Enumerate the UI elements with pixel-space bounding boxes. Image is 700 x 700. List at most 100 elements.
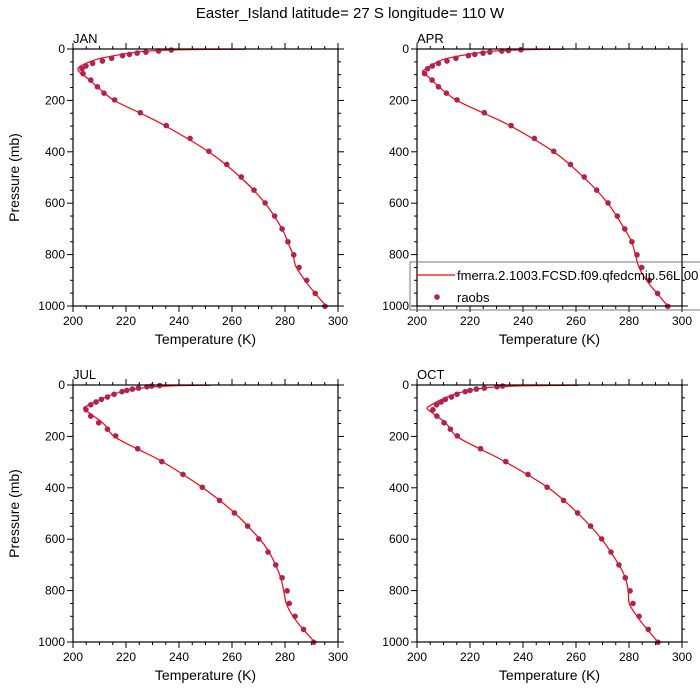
y-tick-label: 0 <box>58 42 65 56</box>
plot-frame <box>416 384 683 643</box>
obs-point <box>544 484 550 491</box>
obs-point <box>126 51 133 58</box>
obs-point <box>434 413 440 419</box>
obs-point <box>168 47 175 53</box>
obs-point <box>180 471 186 478</box>
y-tick-label: 0 <box>58 378 65 392</box>
obs-point <box>83 406 89 413</box>
obs-point <box>567 161 574 168</box>
x-axis-title: Temperature (K) <box>499 667 600 683</box>
obs-point <box>502 458 509 465</box>
y-axis-title: Pressure (mb) <box>6 469 22 558</box>
obs-point <box>123 387 130 394</box>
obs-point <box>271 213 278 219</box>
x-tick-label: 280 <box>275 650 295 664</box>
obs-point <box>83 63 89 69</box>
obs-point <box>621 226 628 232</box>
obs-point <box>454 97 460 103</box>
obs-point <box>98 396 105 403</box>
obs-point <box>608 549 614 555</box>
obs-point <box>111 391 117 398</box>
obs-point <box>645 626 652 633</box>
obs-point <box>134 445 141 452</box>
panel-title: JAN <box>73 31 98 46</box>
obs-point <box>614 213 621 219</box>
panel-title: OCT <box>417 367 445 382</box>
obs-point <box>587 523 594 529</box>
obs-point <box>272 562 279 568</box>
obs-point <box>630 600 636 607</box>
obs-point <box>638 264 645 271</box>
x-axis-title: Temperature (K) <box>155 667 256 683</box>
obs-point <box>593 187 600 193</box>
x-tick-label: 260 <box>566 650 586 664</box>
obs-point <box>93 399 99 405</box>
legend-box <box>409 261 700 311</box>
y-tick-label: 600 <box>45 532 65 546</box>
obs-point <box>629 238 635 245</box>
obs-point <box>433 401 440 408</box>
obs-point <box>296 264 302 271</box>
obs-point <box>108 55 115 62</box>
x-tick-label: 240 <box>169 314 189 328</box>
y-tick-label: 1000 <box>38 299 65 313</box>
x-tick-label: 240 <box>169 650 189 664</box>
x-tick-label: 260 <box>566 314 586 328</box>
y-tick-label: 1000 <box>382 299 409 313</box>
y-tick-label: 200 <box>389 429 409 443</box>
x-tick-label: 280 <box>619 650 639 664</box>
x-tick-label: 300 <box>672 650 692 664</box>
x-tick-label: 300 <box>328 650 348 664</box>
x-tick-label: 260 <box>222 314 242 328</box>
obs-point <box>255 536 262 542</box>
obs-point <box>87 413 94 419</box>
obs-point <box>80 70 86 77</box>
obs-point <box>89 60 96 67</box>
y-tick-label: 800 <box>45 248 65 262</box>
obs-point <box>499 383 506 389</box>
obs-point <box>487 49 493 55</box>
obs-point <box>79 65 85 72</box>
model-line <box>426 385 659 642</box>
y-tick-label: 1000 <box>382 635 409 649</box>
legend: fmerra.2.1003.FCSD.f09.qfedcmip.56L.00 ra… <box>409 261 700 311</box>
obs-point <box>477 445 484 452</box>
obs-point <box>441 419 447 426</box>
obs-point <box>634 252 640 258</box>
x-tick-label: 220 <box>116 650 136 664</box>
obs-point <box>262 200 268 206</box>
obs-point <box>508 122 514 129</box>
obs-point <box>605 200 611 206</box>
obs-point <box>286 600 293 607</box>
legend-obs-marker <box>434 294 440 300</box>
y-tick-label: 200 <box>45 429 65 443</box>
obs-point <box>216 497 223 504</box>
obs-point <box>438 399 444 405</box>
obs-point <box>531 135 538 142</box>
obs-point <box>622 574 629 581</box>
obs-point <box>94 83 101 90</box>
x-tick-label: 300 <box>328 314 348 328</box>
obs-point <box>447 426 454 433</box>
panel-oct: 200 220 240 260 280 300 0 200 400 600 800 1000 Tempe… <box>382 367 692 683</box>
obs-point <box>654 290 661 297</box>
x-axis-title: Temperature (K) <box>155 331 256 347</box>
obs-point <box>481 385 488 391</box>
y-tick-label: 800 <box>389 584 409 598</box>
obs-point <box>443 90 450 97</box>
obs-point <box>627 588 633 594</box>
obs-point <box>285 238 291 245</box>
obs-point <box>101 90 107 97</box>
y-tick-label: 200 <box>389 93 409 107</box>
obs-point <box>435 60 442 67</box>
obs-point <box>598 536 605 542</box>
x-tick-label: 200 <box>63 650 83 664</box>
obs-point <box>206 148 212 155</box>
obs-point <box>581 174 588 180</box>
obs-point <box>292 613 298 620</box>
obs-point <box>429 77 435 83</box>
obs-point <box>312 290 319 297</box>
obs-point <box>448 394 455 400</box>
legend-model-label: fmerra.2.1003.FCSD.f09.qfedcmip.56L.00 <box>457 268 698 283</box>
